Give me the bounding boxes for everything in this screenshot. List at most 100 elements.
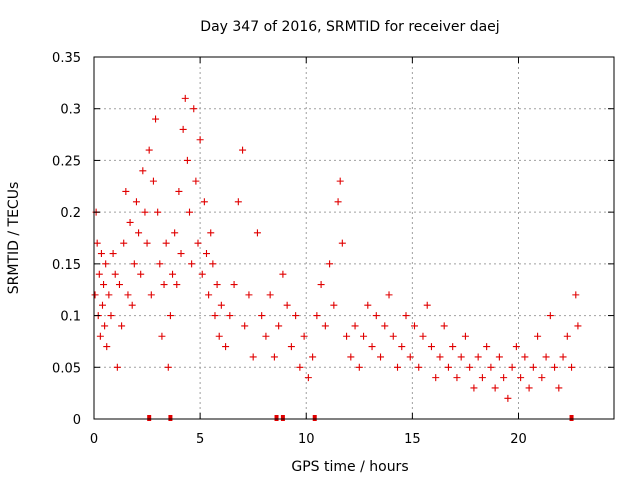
data-point [287,343,295,351]
data-point [164,363,172,371]
data-point [169,270,177,278]
data-point [470,384,478,392]
data-point [279,270,287,278]
data-point [574,322,582,330]
data-point [192,177,200,185]
data-point [158,332,166,340]
data-point [149,177,157,185]
data-point [402,312,410,320]
data-point [230,281,238,289]
data-point [249,353,257,361]
data-point [258,312,266,320]
data-point [368,343,376,351]
data-point [95,270,103,278]
data-point [266,291,274,299]
data-point [525,384,533,392]
data-point [313,312,321,320]
data-point [188,260,196,268]
data-point [504,394,512,402]
data-point [109,250,117,258]
data-point [160,281,168,289]
data-point [355,363,363,371]
y-tick-label: 0.2 [60,206,81,221]
tick-labels: 0 0.05 0.1 0.15 0.2 0.25 0.3 0.35 0 5 10 15 20 [52,51,527,447]
data-point [423,301,431,309]
data-point [500,374,508,382]
data-point [196,136,204,144]
data-point [466,363,474,371]
data-point [152,115,160,123]
data-point [283,301,291,309]
data-point [563,332,571,340]
data-point [568,363,576,371]
data-points [91,94,582,402]
data-point [427,343,435,351]
data-point [453,374,461,382]
data-point [309,353,317,361]
data-point [364,301,372,309]
data-point [186,208,194,216]
data-point [198,270,206,278]
data-point [415,363,423,371]
data-point [487,363,495,371]
data-point [98,301,106,309]
data-point [372,312,380,320]
x-tick-label: 10 [298,432,315,447]
data-point [245,291,253,299]
data-point [483,343,491,351]
data-point [491,384,499,392]
data-point [410,322,418,330]
data-point [137,270,145,278]
data-point [143,239,151,247]
x-tick-label: 0 [90,432,98,447]
data-point [572,291,580,299]
data-point [173,281,181,289]
data-point [542,353,550,361]
data-point [200,198,208,206]
data-point [194,239,202,247]
data-point [141,208,149,216]
x-tick-label: 20 [510,432,527,447]
y-tick-label: 0.15 [52,258,81,273]
data-point [207,229,215,237]
data-point [304,374,312,382]
data-point [474,353,482,361]
data-point [171,229,179,237]
data-point [115,281,123,289]
data-point [96,332,104,340]
data-point [113,363,121,371]
data-point [126,218,134,226]
y-tick-label: 0.05 [52,361,81,376]
data-point [103,343,111,351]
data-point [478,374,486,382]
data-point [521,353,529,361]
data-point [102,260,110,268]
zero-markers [147,415,574,421]
data-point [347,353,355,361]
data-point [239,146,247,154]
data-point [432,374,440,382]
data-point [253,229,261,237]
data-point [534,332,542,340]
data-point [183,156,191,164]
data-point [381,322,389,330]
data-point [419,332,427,340]
data-point [91,291,99,299]
y-tick-label: 0.35 [52,51,81,66]
x-tick-label: 15 [404,432,421,447]
data-point [222,343,230,351]
data-point [508,363,516,371]
data-point [209,260,217,268]
data-point [100,281,108,289]
data-point [538,374,546,382]
data-point [217,301,225,309]
data-point [105,291,113,299]
zero-marker [147,415,152,421]
y-tick-label: 0.1 [60,310,81,325]
grid-lines [94,57,614,419]
data-point [351,322,359,330]
data-point [111,270,119,278]
data-point [529,363,537,371]
data-point [179,125,187,133]
